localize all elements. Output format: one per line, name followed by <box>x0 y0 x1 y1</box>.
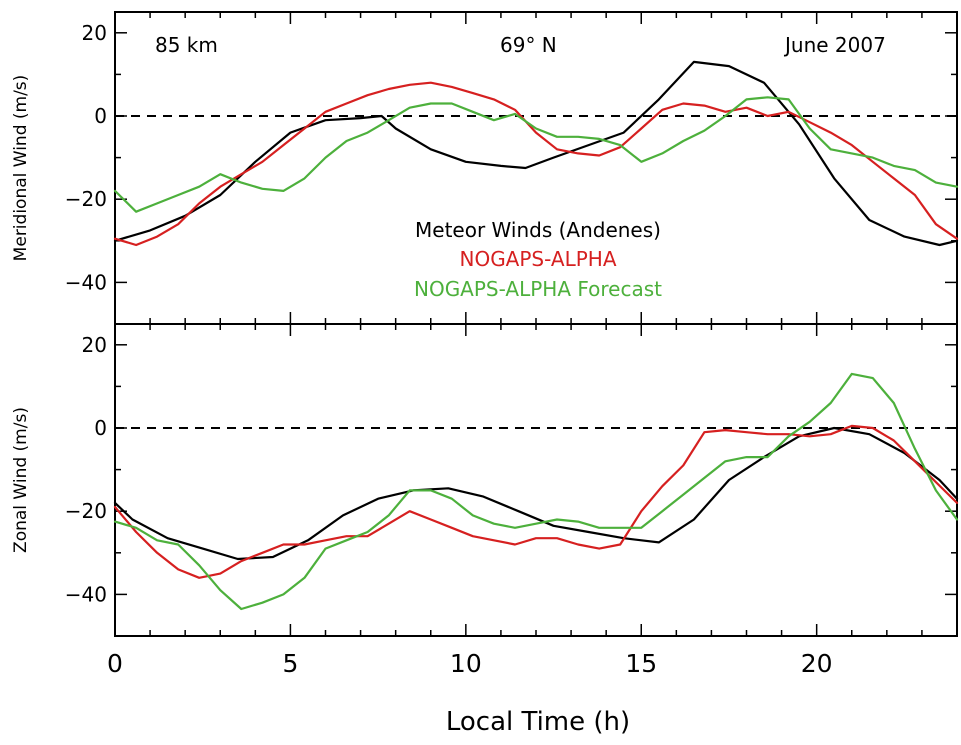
y-tick-labels: −40 −20 0 20 −40 −20 0 20 <box>65 21 107 607</box>
y-tick-label: 0 <box>94 104 107 128</box>
x-axis-title: Local Time (h) <box>446 707 630 737</box>
y-tick-label: −40 <box>65 582 107 606</box>
axis-ticks <box>114 12 958 637</box>
legend-item-nogaps: NOGAPS-ALPHA <box>459 247 616 271</box>
bottom-panel-frame <box>114 323 958 637</box>
series-line-nogaps-zonal <box>113 424 959 579</box>
x-tick-labels: 0 5 10 15 20 <box>107 649 833 678</box>
series-line-forecast-meridional <box>113 96 959 213</box>
x-tick-label: 0 <box>107 649 123 678</box>
annotation-altitude: 85 km <box>155 33 218 57</box>
series-line-meteor-meridional <box>113 60 959 247</box>
series-line-nogaps-meridional <box>113 81 959 247</box>
legend-item-meteor: Meteor Winds (Andenes) <box>415 218 661 242</box>
x-tick-label: 10 <box>450 649 482 678</box>
zero-lines <box>115 115 957 429</box>
x-tick-label: 20 <box>801 649 833 678</box>
legend-item-forecast: NOGAPS-ALPHA Forecast <box>414 277 662 301</box>
annotation-date: June 2007 <box>783 33 886 57</box>
x-tick-label: 15 <box>625 649 657 678</box>
series-line-meteor-zonal <box>113 426 959 561</box>
legend: Meteor Winds (Andenes) NOGAPS-ALPHA NOGA… <box>414 218 662 301</box>
series-line-forecast-zonal <box>113 372 959 611</box>
y-tick-label: −20 <box>65 187 107 211</box>
annotation-latitude: 69° N <box>500 33 557 57</box>
y-tick-label: −40 <box>65 270 107 294</box>
y-tick-label: 20 <box>82 21 107 45</box>
y-axis-title-top: Meridional Wind (m/s) <box>11 75 31 262</box>
y-tick-label: −20 <box>65 499 107 523</box>
series-lines <box>113 60 959 611</box>
y-tick-label: 20 <box>82 333 107 357</box>
y-tick-label: 0 <box>94 416 107 440</box>
y-axis-title-bottom: Zonal Wind (m/s) <box>11 407 31 553</box>
x-tick-label: 5 <box>282 649 298 678</box>
